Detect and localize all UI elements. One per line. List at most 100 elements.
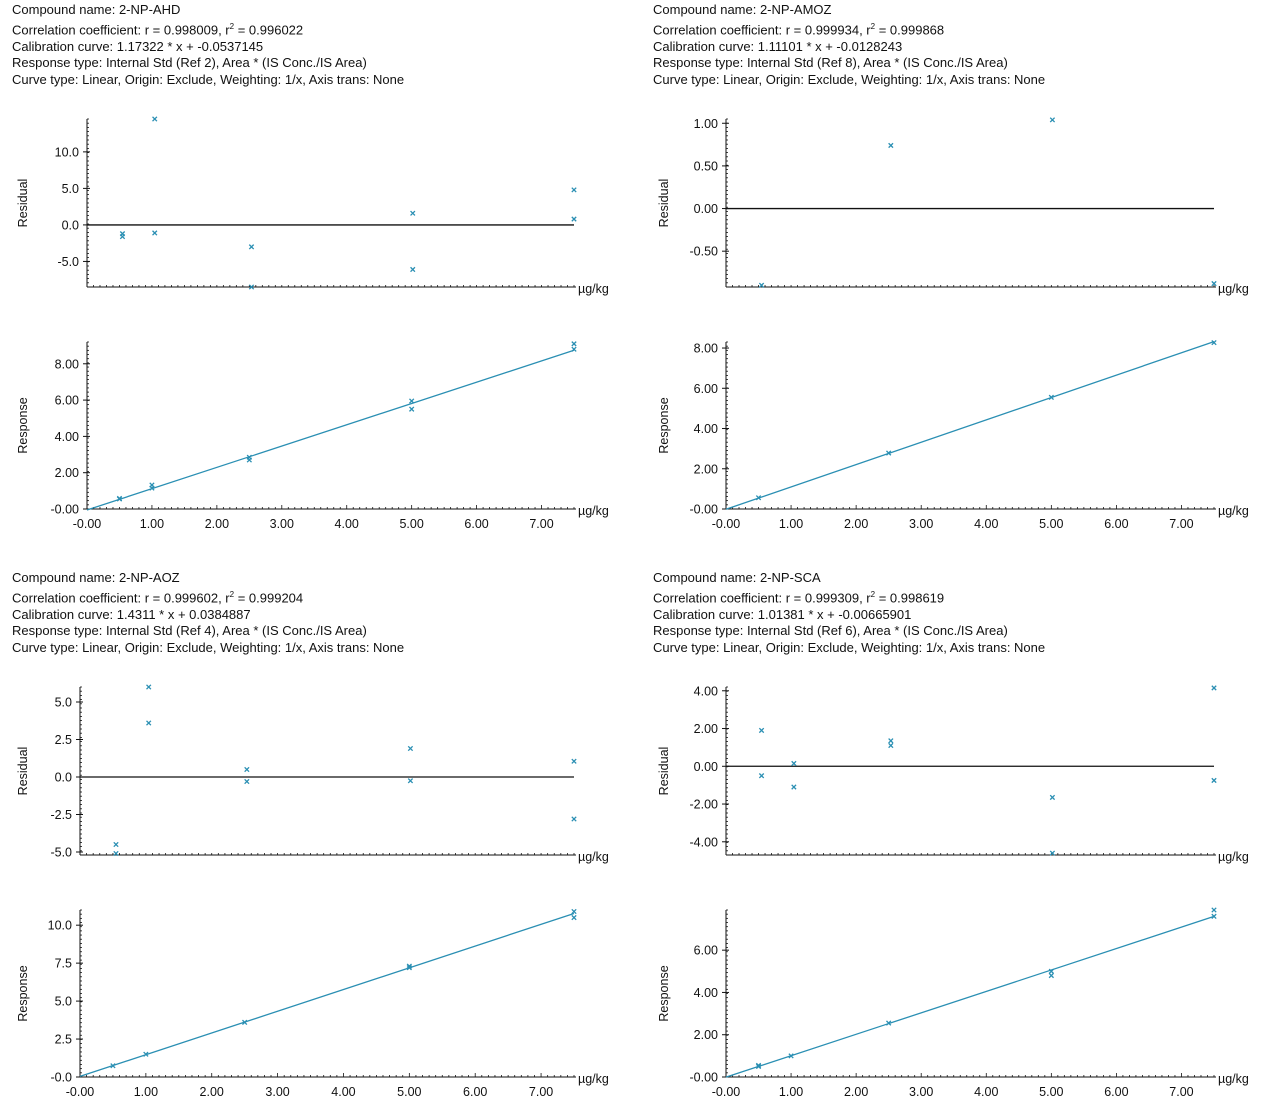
- y-tick-label: 1.00: [694, 117, 718, 131]
- curve-type: Curve type: Linear, Origin: Exclude, Wei…: [653, 639, 1046, 655]
- data-point-stroke: [1048, 972, 1054, 979]
- data-point: [571, 758, 577, 764]
- data-point: [886, 450, 892, 456]
- y-tick-label: 0.0: [62, 218, 79, 232]
- y-tick-label: -4.00: [690, 835, 719, 849]
- data-point-stroke: [755, 1062, 762, 1069]
- data-point-stroke: [244, 778, 250, 785]
- response-axis-label: Response: [16, 397, 30, 453]
- residual-axis-label: Residual: [657, 747, 671, 796]
- y-tick-label: -5.0: [57, 255, 79, 269]
- residual-plot: 4.00 2.00 0.00 -2.00 -4.00 Residual µg/kg: [657, 684, 1249, 864]
- data-point: [1211, 777, 1217, 784]
- data-point-stroke: [571, 346, 577, 352]
- data-point-stroke: [1048, 968, 1054, 974]
- x-tick-label: 5.00: [397, 1085, 421, 1099]
- y-tick-label: 0.00: [694, 202, 718, 216]
- y-tick-label: 2.5: [55, 1033, 72, 1047]
- y-tick-label: 10.0: [48, 919, 72, 933]
- data-point: [886, 1020, 892, 1026]
- data-point: [571, 816, 577, 822]
- data-point-stroke: [409, 398, 415, 404]
- y-tick-label: 4.00: [55, 430, 79, 444]
- data-point: [1048, 972, 1054, 979]
- x-tick-label: 5.00: [1039, 1085, 1063, 1099]
- data-point-stroke: [407, 745, 414, 752]
- x-tick-label: 6.00: [463, 1085, 487, 1099]
- y-tick-label: -0.00: [690, 1071, 719, 1085]
- y-tick-label: 0.50: [694, 159, 718, 173]
- compound-name: Compound name: 2-NP-SCA: [653, 570, 821, 585]
- x-tick-label: 3.00: [265, 1085, 289, 1099]
- calibration-line: [86, 349, 575, 511]
- response-type: Response type: Internal Std (Ref 4), Are…: [12, 623, 367, 639]
- x-unit-label: µg/kg: [1218, 504, 1249, 518]
- data-point-stroke: [113, 841, 119, 848]
- x-unit-label: µg/kg: [1218, 1072, 1249, 1086]
- data-point-stroke: [1049, 117, 1056, 123]
- x-tick-label: 2.00: [844, 517, 868, 531]
- data-point-stroke: [1211, 907, 1217, 913]
- y-tick-label: 6.00: [694, 944, 718, 958]
- data-point: [758, 282, 765, 288]
- data-point: [113, 850, 119, 857]
- correlation-coefficient: Correlation coefficient: r = 0.998009, r…: [12, 21, 304, 37]
- calibration-line: [79, 912, 575, 1078]
- y-tick-label: 5.0: [55, 696, 72, 710]
- data-point-stroke: [1211, 913, 1217, 920]
- data-point: [755, 1062, 762, 1069]
- data-point: [755, 495, 762, 501]
- compound-info: Compound name: 2-NP-AMOZ Correlation coe…: [653, 2, 1045, 88]
- data-point: [406, 963, 412, 969]
- data-point-stroke: [410, 210, 416, 216]
- data-point-stroke: [116, 495, 123, 502]
- x-tick-label: 5.00: [399, 517, 423, 531]
- data-point: [146, 684, 152, 690]
- data-point: [571, 346, 577, 352]
- x-tick-label: 1.00: [779, 1085, 803, 1099]
- data-point-stroke: [246, 457, 252, 463]
- x-tick-label: -0.00: [712, 1085, 741, 1099]
- y-tick-label: 0.0: [55, 771, 72, 785]
- y-tick-label: 4.00: [694, 684, 718, 698]
- data-point: [116, 495, 123, 502]
- correlation-coefficient: Correlation coefficient: r = 0.999602, r…: [12, 589, 304, 605]
- data-point: [407, 778, 414, 784]
- x-tick-label: 7.00: [529, 517, 553, 531]
- x-unit-label: µg/kg: [578, 282, 609, 296]
- data-point: [248, 244, 255, 250]
- data-point: [888, 742, 894, 749]
- data-point-stroke: [791, 760, 797, 767]
- data-point: [1049, 117, 1056, 123]
- data-point: [113, 841, 119, 848]
- data-point-stroke: [571, 758, 577, 764]
- data-point: [791, 760, 797, 767]
- data-point-stroke: [146, 684, 152, 690]
- x-tick-label: 4.00: [335, 517, 359, 531]
- x-unit-label: µg/kg: [578, 504, 609, 518]
- x-tick-label: 1.00: [140, 517, 164, 531]
- y-tick-label: 7.5: [55, 957, 72, 971]
- x-tick-label: 4.00: [974, 517, 998, 531]
- compound-info: Compound name: 2-NP-AHD Correlation coef…: [12, 2, 404, 88]
- data-point: [244, 766, 250, 773]
- data-point-stroke: [242, 1019, 248, 1026]
- data-point-stroke: [788, 1053, 794, 1059]
- compound-name: Compound name: 2-NP-AOZ: [12, 570, 180, 585]
- data-point: [571, 187, 577, 193]
- data-point: [1048, 394, 1054, 400]
- calibration-curve: Calibration curve: 1.4311 * x + 0.038488…: [12, 606, 251, 622]
- data-point-stroke: [1048, 394, 1054, 400]
- data-point: [146, 720, 152, 726]
- panel-aoz: Compound name: 2-NP-AOZ Correlation coef…: [0, 568, 620, 1120]
- data-point: [1049, 850, 1056, 856]
- y-tick-label: 6.00: [694, 382, 718, 396]
- data-point-stroke: [571, 216, 577, 222]
- data-point-stroke: [1211, 280, 1217, 287]
- data-point-stroke: [571, 914, 577, 921]
- data-point-stroke: [406, 965, 412, 971]
- compound-name: Compound name: 2-NP-AMOZ: [653, 2, 832, 17]
- correlation-coefficient: Correlation coefficient: r = 0.999934, r…: [653, 21, 945, 37]
- x-tick-label: 6.00: [1104, 1085, 1128, 1099]
- data-point-stroke: [143, 1051, 149, 1057]
